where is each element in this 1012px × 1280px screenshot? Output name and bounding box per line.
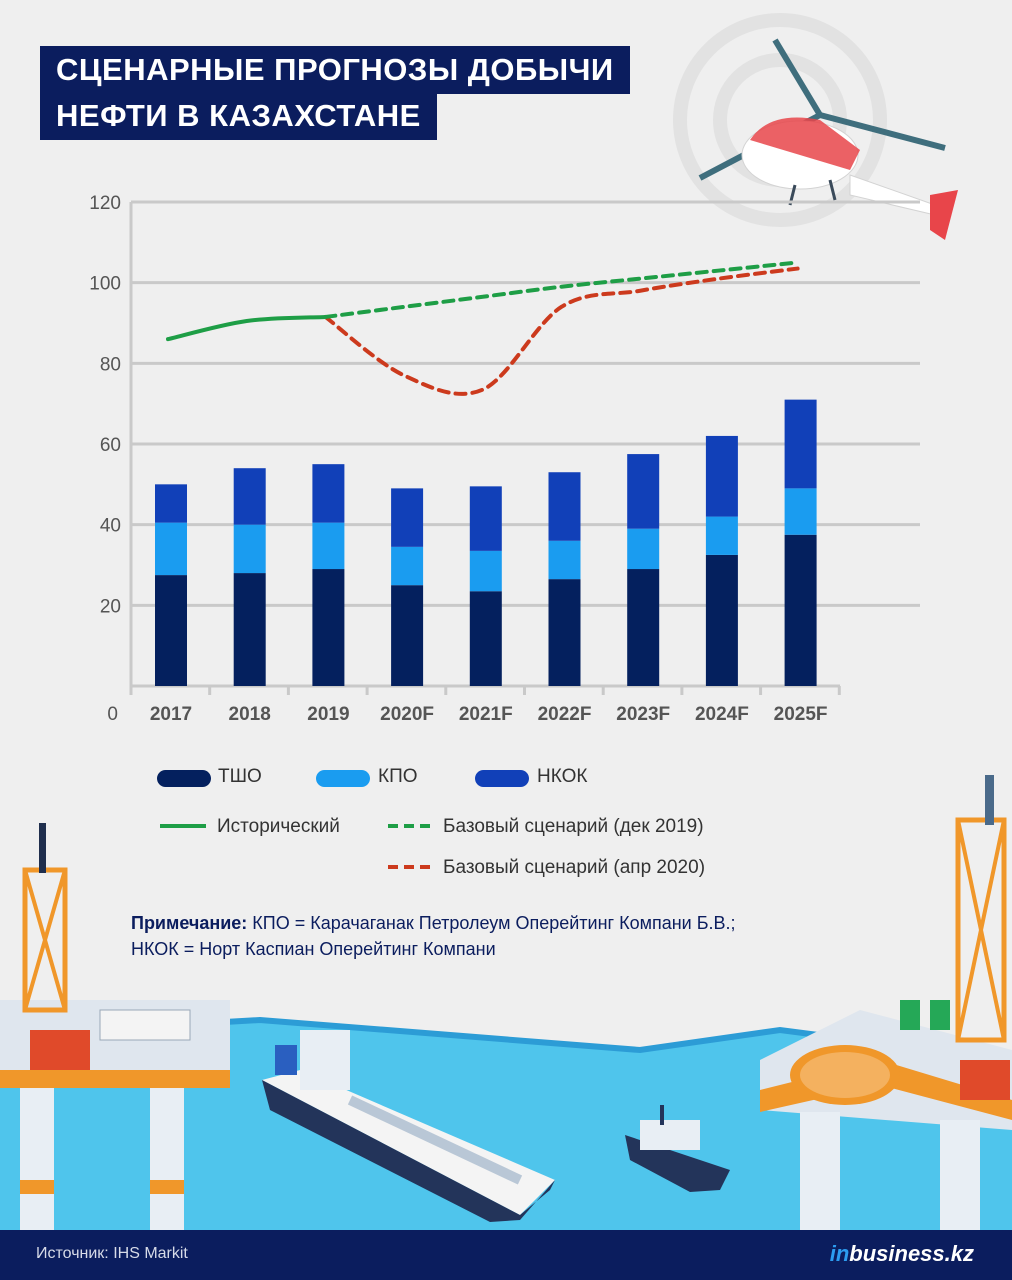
bar-nkok-2023F bbox=[627, 454, 660, 529]
note-label: Примечание: bbox=[131, 913, 248, 933]
bar-kpo-2022F bbox=[548, 540, 581, 580]
bar-nkok-2017 bbox=[155, 484, 187, 523]
bar-kpo-2017 bbox=[155, 522, 187, 576]
legend-label-nkok: НКОК bbox=[537, 766, 588, 787]
legend-line-apr2020 bbox=[388, 865, 434, 869]
x-tick-label: 2018 bbox=[229, 704, 271, 725]
x-tick-label: 2019 bbox=[307, 704, 349, 725]
legend-line-dec2019 bbox=[388, 824, 434, 828]
bar-kpo-2019 bbox=[312, 522, 345, 570]
legend-line-historical bbox=[160, 824, 206, 828]
source-text: Источник: IHS Markit bbox=[36, 1245, 188, 1262]
bar-tsho-2017 bbox=[155, 575, 187, 686]
line-apr2020 bbox=[323, 266, 800, 396]
y-tick-label: 120 bbox=[89, 193, 121, 214]
line-historical bbox=[166, 314, 328, 342]
bar-nkok-2021F bbox=[469, 486, 502, 551]
bar-kpo-2024F bbox=[705, 516, 738, 555]
x-tick-label: 2024F bbox=[695, 704, 749, 725]
y-tick-label: 100 bbox=[89, 274, 121, 295]
bar-nkok-2019 bbox=[312, 464, 345, 523]
y-tick-label: 0 bbox=[107, 704, 118, 725]
line-dec2019 bbox=[323, 260, 800, 319]
x-tick-label: 2023F bbox=[616, 704, 670, 725]
bar-tsho-2018 bbox=[233, 573, 266, 686]
small-boat bbox=[625, 1105, 730, 1192]
bar-kpo-2023F bbox=[627, 528, 660, 570]
bar-nkok-2022F bbox=[548, 472, 581, 541]
bar-nkok-2024F bbox=[705, 435, 738, 517]
right-oil-rig bbox=[760, 775, 1012, 1230]
page-title-line-2: НЕФТИ В КАЗАХСТАНЕ bbox=[40, 92, 437, 140]
tanker-ship bbox=[262, 1030, 555, 1222]
page-title-line-1: СЦЕНАРНЫЕ ПРОГНОЗЫ ДОБЫЧИ bbox=[40, 46, 630, 94]
bar-tsho-2025F bbox=[784, 534, 817, 686]
sea-area bbox=[0, 1020, 1012, 1230]
bar-kpo-2020F bbox=[391, 546, 424, 586]
left-oil-rig bbox=[0, 823, 230, 1230]
bar-nkok-2025F bbox=[784, 399, 817, 489]
y-tick-label: 40 bbox=[100, 516, 121, 537]
x-tick-label: 2025F bbox=[774, 704, 828, 725]
x-tick-label: 2021F bbox=[459, 704, 513, 725]
logo-in: in bbox=[829, 1241, 850, 1266]
legend-label-kpo: КПО bbox=[378, 766, 418, 787]
helicopter bbox=[698, 38, 958, 240]
y-tick-label: 60 bbox=[100, 435, 121, 456]
legend-swatch-tsho bbox=[157, 770, 211, 787]
note-block: Примечание: КПО = Карачаганак Петролеум … bbox=[131, 910, 736, 962]
bar-nkok-2018 bbox=[233, 468, 266, 525]
brand-logo[interactable]: inbusiness.kz bbox=[830, 1241, 974, 1267]
x-tick-label: 2022F bbox=[538, 704, 592, 725]
footer-bar: Источник: IHS Markit inbusiness.kz bbox=[0, 1230, 1012, 1280]
bar-kpo-2018 bbox=[233, 524, 266, 574]
legend-swatch-nkok bbox=[475, 770, 529, 787]
bar-tsho-2022F bbox=[548, 579, 581, 686]
legend-label-tsho: ТШО bbox=[218, 766, 262, 787]
y-tick-label: 20 bbox=[100, 596, 121, 617]
logo-rest: business.kz bbox=[849, 1241, 974, 1266]
bar-tsho-2024F bbox=[705, 554, 738, 686]
x-tick-label: 2017 bbox=[150, 704, 192, 725]
bar-tsho-2020F bbox=[391, 585, 424, 686]
note-line-2: НКОК = Норт Каспиан Оперейтинг Компани bbox=[131, 939, 496, 959]
legend-label-apr2020: Базовый сценарий (апр 2020) bbox=[443, 857, 706, 878]
x-tick-label: 2020F bbox=[380, 704, 434, 725]
y-tick-label: 80 bbox=[100, 354, 121, 375]
bar-kpo-2025F bbox=[784, 488, 817, 535]
bar-nkok-2020F bbox=[391, 488, 424, 547]
bar-tsho-2021F bbox=[469, 591, 502, 686]
note-line-1: КПО = Карачаганак Петролеум Оперейтинг К… bbox=[252, 913, 736, 933]
legend-label-dec2019: Базовый сценарий (дек 2019) bbox=[443, 816, 704, 837]
legend-label-historical: Исторический bbox=[217, 816, 340, 837]
bar-tsho-2019 bbox=[312, 569, 345, 686]
bar-tsho-2023F bbox=[627, 569, 660, 686]
bar-kpo-2021F bbox=[469, 550, 502, 592]
legend-swatch-kpo bbox=[316, 770, 370, 787]
oil-production-chart: 0 20 40 60 80 100 120 2017 2018 2019 2020F 2021F 202… bbox=[89, 193, 920, 725]
